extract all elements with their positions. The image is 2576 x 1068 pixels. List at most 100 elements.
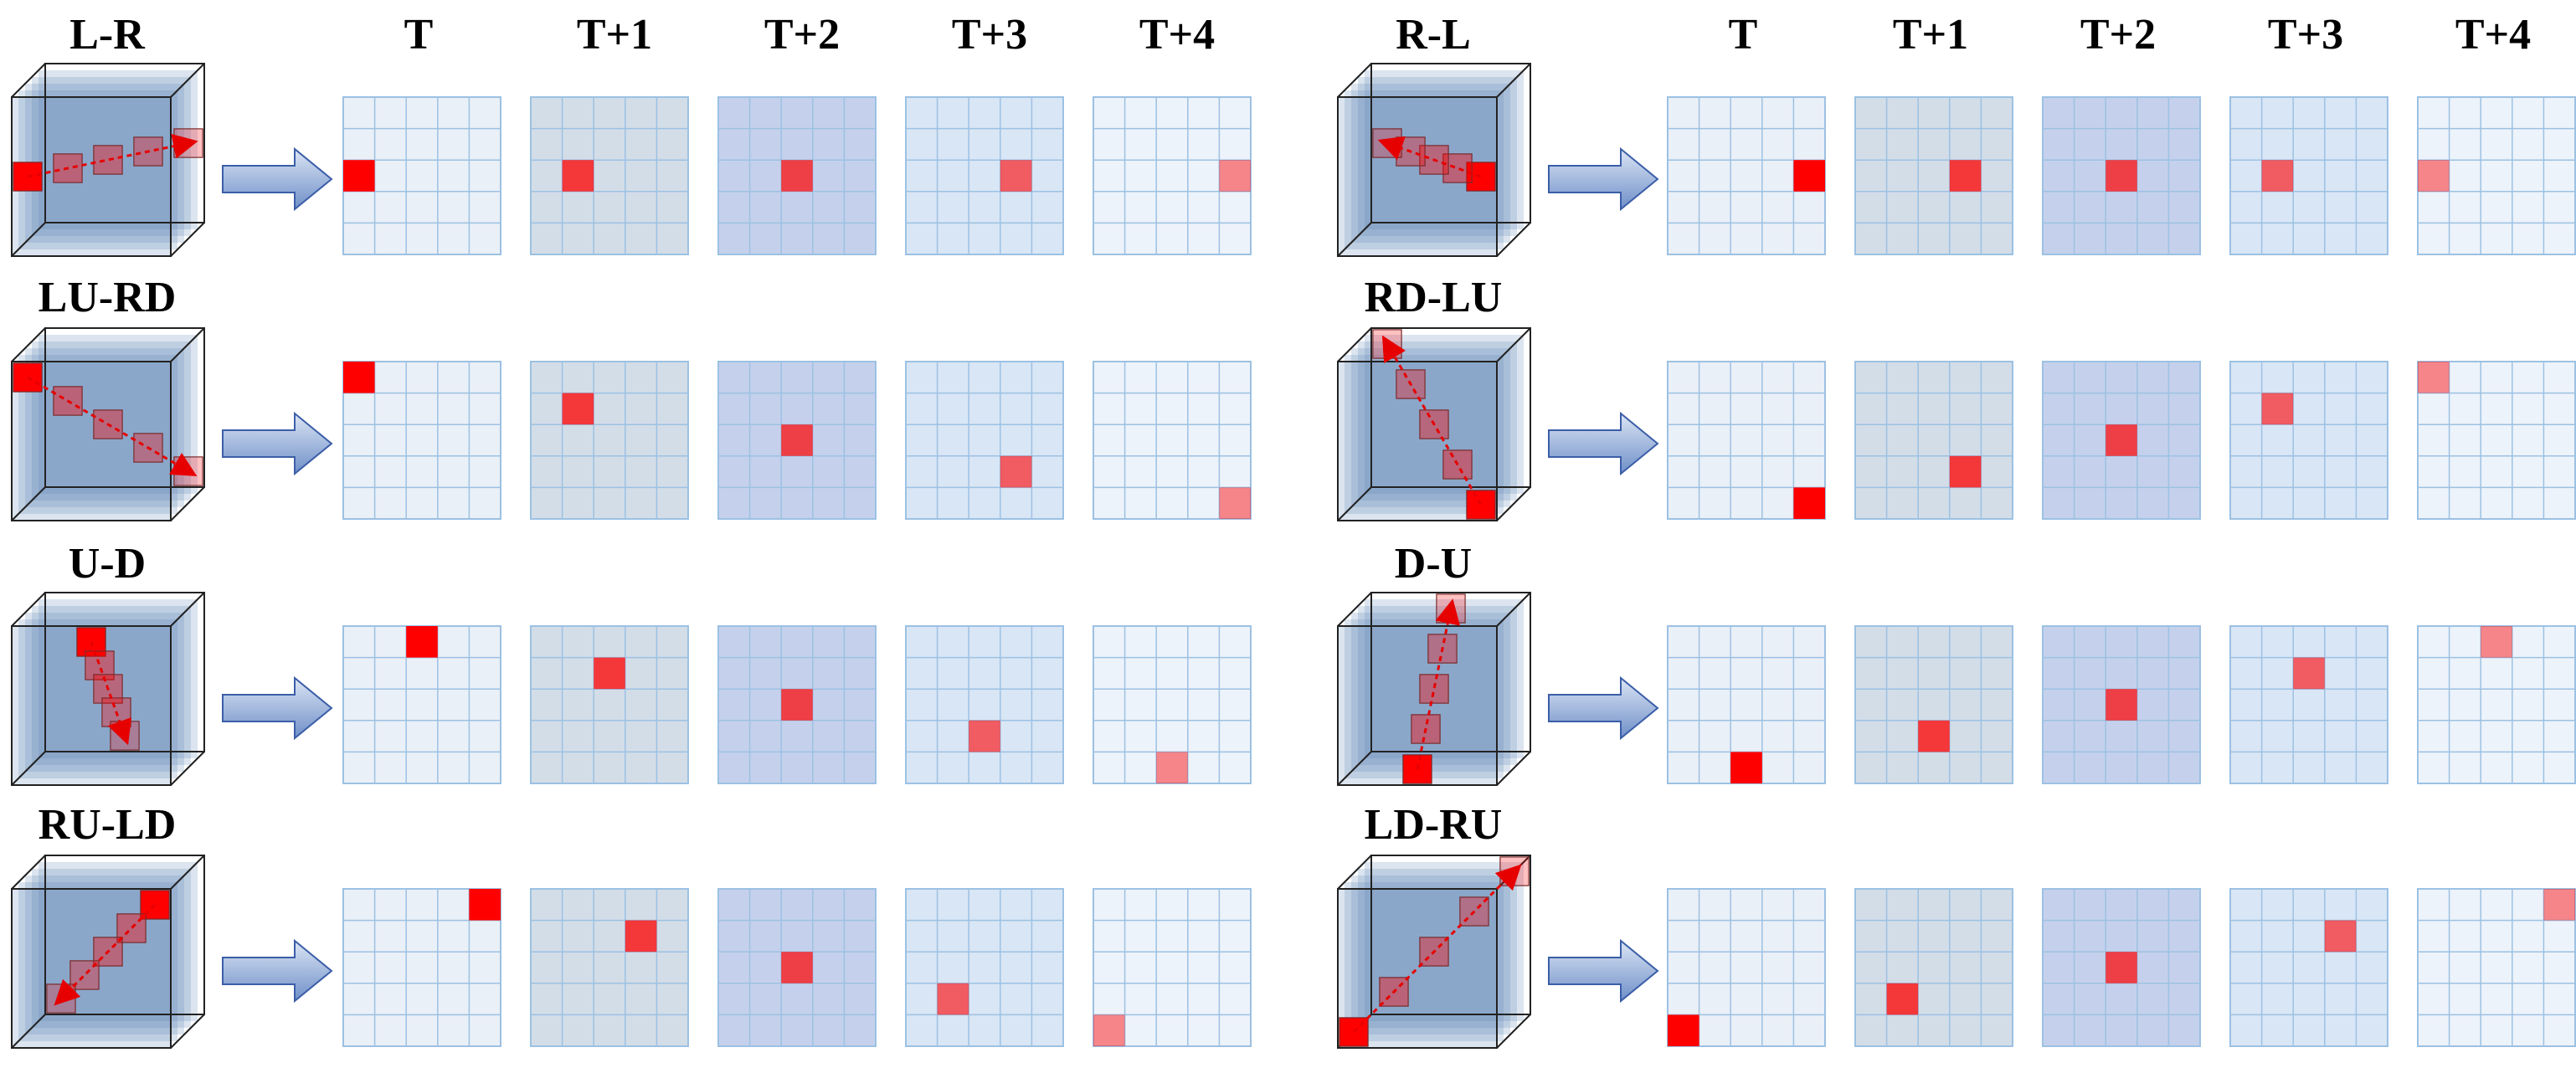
time-label: T+4 <box>1139 11 1215 59</box>
highlight-cell <box>2106 952 2137 983</box>
cube-front-face <box>1337 361 1498 521</box>
highlight-cell <box>343 160 375 192</box>
direction-panel-lu-rd <box>11 327 1252 521</box>
highlight-cell <box>1000 160 1032 192</box>
cube-back-face <box>1370 592 1531 752</box>
cube-edge <box>170 327 205 362</box>
time-label: T <box>404 11 434 59</box>
frame-grid <box>2042 96 2201 255</box>
cube-edge <box>1496 327 1531 362</box>
frame-grid <box>717 888 877 1047</box>
highlight-cell <box>562 393 594 425</box>
cube-edge <box>11 486 46 521</box>
panel-title: LU-RD <box>39 274 177 321</box>
frame-background <box>2417 625 2576 784</box>
frame-background <box>1093 888 1252 1047</box>
frame-grid <box>342 96 501 255</box>
frame-grid <box>1667 361 1826 520</box>
right-arrow-icon <box>1548 411 1659 476</box>
cube-edge <box>170 486 205 521</box>
cube-edge <box>1496 222 1531 257</box>
cube-edge <box>11 1014 46 1049</box>
frame-background <box>1854 625 2013 784</box>
cube-back-face <box>44 592 205 752</box>
cube-edge <box>1337 486 1372 521</box>
cube-edge <box>170 222 205 257</box>
frame-background <box>905 361 1064 520</box>
cube-back-face <box>1370 63 1531 223</box>
frame-grid <box>2417 888 2576 1047</box>
panel-title: R-L <box>1396 11 1471 59</box>
highlight-cell <box>2324 920 2357 952</box>
right-arrow-icon <box>1548 146 1659 212</box>
highlight-cell <box>1730 752 1762 783</box>
right-arrow-icon <box>222 411 333 476</box>
cube-moving-square <box>133 136 163 167</box>
frame-grid <box>1093 625 1252 784</box>
panel-title: U-D <box>69 540 146 588</box>
highlight-cell <box>1886 983 1919 1015</box>
cube-front-face <box>1337 625 1498 786</box>
volume-cube <box>11 592 205 786</box>
highlight-cell <box>2418 160 2450 192</box>
frame-grid <box>2042 888 2201 1047</box>
volume-cube <box>1337 327 1531 521</box>
cube-back-face <box>1370 327 1531 488</box>
volume-cube <box>1337 855 1531 1049</box>
time-label: T+1 <box>577 11 652 59</box>
highlight-cell <box>2261 393 2294 425</box>
cube-edge <box>170 592 205 627</box>
cube-edge <box>11 751 46 786</box>
cube-slab <box>25 348 184 507</box>
cube-edge <box>11 327 46 362</box>
cube-edge <box>1337 855 1372 890</box>
cube-back-face <box>1370 855 1531 1015</box>
cube-edge <box>1337 222 1372 257</box>
frame-grid <box>2229 888 2388 1047</box>
cube-slab <box>1351 875 1510 1035</box>
highlight-cell <box>1918 720 1950 752</box>
right-arrow-icon <box>222 938 333 1004</box>
time-label: T+4 <box>2455 11 2531 59</box>
frame-background <box>1093 96 1252 255</box>
cube-edge <box>170 1014 205 1049</box>
frame-grid <box>905 625 1064 784</box>
frame-grid <box>905 888 1064 1047</box>
time-label: T+2 <box>764 11 840 59</box>
cube-back-face <box>44 855 205 1015</box>
cube-slab <box>32 341 191 501</box>
cube-moving-square <box>1427 634 1458 664</box>
highlight-cell <box>781 952 813 983</box>
frame-grid <box>1667 888 1826 1047</box>
motion-arrow <box>1377 136 1482 178</box>
cube-edge <box>1496 592 1531 627</box>
frame-background <box>1854 888 2013 1047</box>
time-labels-right: T T+1 T+2 T+3 T+4 <box>1729 11 2532 59</box>
cube-slab <box>1358 341 1517 501</box>
highlight-cell <box>406 626 438 658</box>
cube-edge <box>170 751 205 786</box>
cube-moving-square <box>1402 754 1432 784</box>
cube-front-face <box>11 361 172 521</box>
highlight-cell <box>781 424 813 456</box>
cube-slab <box>1358 606 1517 765</box>
highlight-cell <box>469 889 501 921</box>
cube-back-face <box>44 327 205 488</box>
frame-grid <box>530 888 689 1047</box>
frame-background <box>2229 361 2388 520</box>
right-arrow-icon <box>1548 938 1659 1004</box>
right-arrow-icon <box>1548 675 1659 741</box>
frame-background <box>2229 625 2388 784</box>
frame-grid <box>1093 888 1252 1047</box>
cube-edge <box>1337 63 1372 98</box>
frame-background <box>905 96 1064 255</box>
panel-title: L-R <box>69 11 146 59</box>
highlight-cell <box>625 920 657 952</box>
frame-grid <box>1093 361 1252 520</box>
frame-grid <box>717 96 877 255</box>
cube-front-face <box>11 96 172 257</box>
frame-grid <box>530 361 689 520</box>
cube-front-face <box>1337 96 1498 257</box>
highlight-cell <box>1219 487 1251 519</box>
frame-background <box>530 361 689 520</box>
